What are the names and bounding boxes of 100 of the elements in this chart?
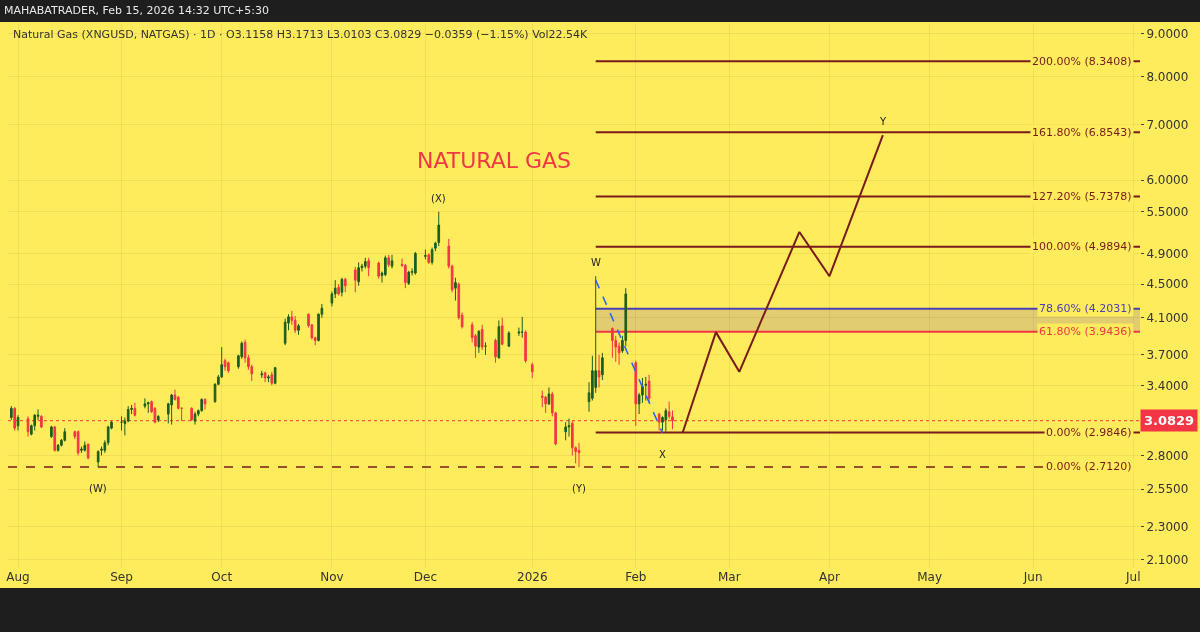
- candlestick: [10, 405, 13, 421]
- ref-line-label: 200.00% (8.3408): [1032, 55, 1132, 68]
- x-tick-label: Jun: [1022, 570, 1043, 584]
- chart-subtitle: Natural Gas (XNGUSD, NATGAS) · 1D · O3.1158 H3.1713 L3.0103 C3.0829 −0.0359 (−1.15%) Vol22.54K: [13, 28, 589, 41]
- y-tick-label: 8.0000: [1146, 69, 1189, 84]
- annotation: X: [659, 449, 666, 460]
- y-tick-label: 4.9000: [1146, 246, 1189, 261]
- ref-line-label: 100.00% (4.9894): [1032, 240, 1132, 253]
- x-tick-label: Mar: [717, 570, 741, 584]
- annotation: (Y): [572, 483, 587, 494]
- candlestick: [146, 401, 150, 414]
- candlestick: [16, 414, 20, 432]
- x-tick-label: Dec: [413, 570, 438, 584]
- candlestick: [424, 249, 427, 260]
- ref-line-label: 78.60% (4.2031): [1039, 302, 1132, 315]
- candlestick: [664, 407, 668, 433]
- candlestick: [387, 254, 390, 268]
- candlestick: [133, 402, 137, 417]
- annotation: Y: [879, 116, 887, 127]
- candlestick: [170, 393, 173, 426]
- candlestick: [647, 374, 651, 403]
- y-tick-label: 3.7000: [1146, 348, 1189, 363]
- text: NATURAL GAS: [416, 147, 572, 173]
- candlestick: [480, 324, 484, 351]
- y-tick-label: 7.0000: [1146, 117, 1189, 132]
- x-tick-label: Feb: [625, 570, 647, 584]
- candlestick: [156, 414, 160, 423]
- y-tick-label: 5.5000: [1146, 204, 1189, 219]
- candlestick: [524, 329, 527, 364]
- candlestick: [454, 277, 457, 302]
- candlestick: [293, 315, 297, 334]
- annotation: (W): [89, 483, 107, 494]
- candlestick: [497, 319, 501, 360]
- x-tick-label: Apr: [819, 570, 840, 584]
- candlestick: [33, 413, 37, 432]
- candlestick: [343, 277, 347, 293]
- y-tick-label: 3.4000: [1146, 378, 1189, 393]
- y-tick-label: 6.0000: [1146, 173, 1189, 188]
- y-tick-label: 2.8000: [1146, 448, 1189, 463]
- candlestick: [363, 257, 367, 269]
- candlestick: [273, 366, 277, 385]
- candlestick: [80, 446, 83, 454]
- ref-line-label: 0.00% (2.7120): [1046, 460, 1132, 473]
- candlestick: [76, 430, 80, 456]
- y-tick-label: 2.3000: [1146, 519, 1189, 534]
- candlestick: [56, 443, 60, 453]
- candlestick: [120, 415, 123, 432]
- candlestick: [407, 270, 411, 286]
- ref-line-label: 161.80% (6.8543): [1032, 126, 1132, 139]
- candlestick: [227, 361, 230, 374]
- x-tick-label: Sep: [110, 570, 133, 584]
- candlestick: [404, 263, 407, 289]
- ref-line-label: 127.20% (5.7378): [1032, 190, 1132, 203]
- candlestick: [53, 425, 57, 453]
- candlestick: [223, 358, 227, 372]
- candlestick: [143, 397, 147, 409]
- candlestick: [644, 376, 648, 402]
- candlestick: [377, 261, 380, 280]
- candlestick: [260, 370, 264, 379]
- x-tick-label: 2026: [516, 570, 548, 584]
- candlestick: [577, 442, 581, 468]
- ref-line-label: 3.0829: [1144, 413, 1195, 428]
- y-tick-label: 2.5500: [1146, 482, 1189, 497]
- candlestick: [297, 323, 300, 336]
- candlestick: [86, 443, 90, 460]
- y-tick-label: 4.5000: [1146, 277, 1189, 292]
- candlestick: [63, 427, 67, 443]
- y-tick-label: 4.1000: [1146, 310, 1189, 325]
- candlestick: [427, 252, 431, 265]
- candlestick: [390, 254, 394, 269]
- candlestick: [200, 397, 203, 413]
- candlestick: [567, 418, 571, 438]
- candlestick: [367, 257, 370, 277]
- candlestick: [96, 449, 100, 468]
- candlestick: [50, 425, 53, 439]
- text: MAHABATRADER, Feb 15, 2026 14:32 UTC+5:30: [4, 4, 269, 17]
- x-tick-label: Jul: [1125, 570, 1141, 584]
- annotation: (X): [431, 193, 446, 204]
- candlestick: [267, 374, 270, 383]
- candlestick: [530, 362, 534, 379]
- candlestick: [340, 277, 344, 297]
- candlestick: [437, 211, 441, 247]
- ref-line-label: 0.00% (2.9846): [1046, 426, 1132, 439]
- annotation: W: [591, 257, 601, 268]
- y-tick-label: 2.1000: [1146, 552, 1189, 567]
- candlestick: [83, 441, 87, 453]
- candlestick: [564, 421, 567, 441]
- candlestick: [357, 261, 360, 287]
- candlestick: [507, 330, 511, 348]
- candlestick: [270, 371, 274, 386]
- candlestick: [601, 352, 604, 381]
- candlestick: [337, 283, 340, 297]
- candlestick: [520, 316, 524, 339]
- candlestick: [283, 318, 287, 346]
- candlestick: [500, 317, 504, 346]
- candlestick: [597, 354, 601, 388]
- candlestick: [477, 329, 481, 354]
- candlestick: [263, 371, 267, 383]
- ref-line-label: 61.80% (3.9436): [1039, 325, 1132, 338]
- x-tick-label: Oct: [211, 570, 233, 584]
